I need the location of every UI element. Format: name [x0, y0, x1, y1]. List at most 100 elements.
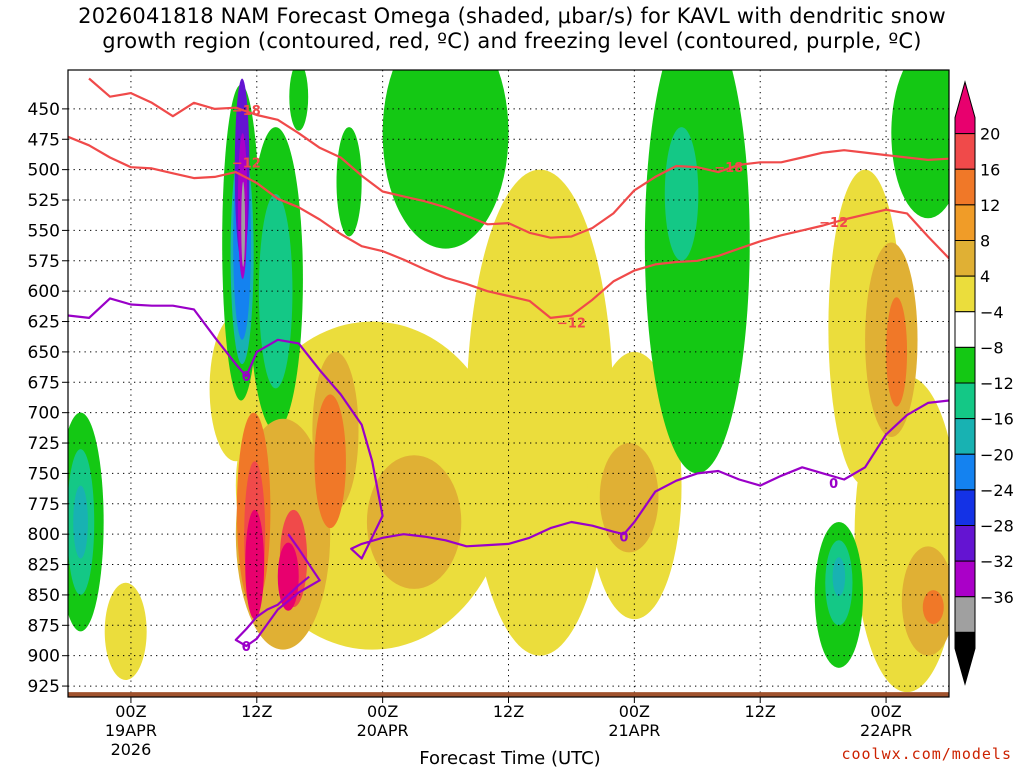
colorbar-swatch-12 — [954, 525, 976, 562]
omega-region-pos10-3 — [599, 443, 659, 553]
terrain-strip — [68, 692, 949, 697]
title-line-2: growth region (contoured, red, ºC) and f… — [102, 29, 922, 53]
omega-region-pos10-2 — [366, 455, 462, 589]
omega-region-neg14-2 — [832, 557, 846, 597]
y-tick-label-625: 625 — [28, 313, 60, 333]
colorbar-label-6: −8 — [980, 338, 1004, 357]
title-line-1: 2026041818 NAM Forecast Omega (shaded, μ… — [78, 4, 946, 28]
y-tick-label-775: 775 — [28, 495, 60, 515]
colorbar-swatch-4 — [954, 240, 976, 277]
x-tick-label-18: 12Z — [241, 702, 272, 721]
y-tick-label-575: 575 — [28, 252, 60, 272]
y-tick-label-900: 900 — [28, 647, 60, 667]
contour-label-2: 0 — [242, 370, 251, 385]
colorbar-top-arrow — [954, 80, 976, 135]
y-tick-label-850: 850 — [28, 586, 60, 606]
y-tick-label-750: 750 — [28, 464, 60, 484]
colorbar-swatch-11 — [954, 489, 976, 526]
colorbar-swatch-5 — [954, 275, 976, 313]
omega-colorbar: 20 16 12 8 4 −4 −8 −12 −16 −20 −24 −28 −32 −36 — [954, 80, 1014, 686]
omega-region-pos14-1 — [314, 394, 346, 529]
x-tick-date-6: 19APR — [105, 721, 157, 740]
x-tick-label-6: 00Z — [115, 702, 146, 721]
y-tick-label-550: 550 — [28, 221, 60, 241]
pressure-axis: 450 475 500 525 550 575 600 625 650 675 700 725 750 7… — [28, 100, 68, 697]
omega-region-pos22-1 — [277, 542, 299, 611]
contour-line-3 — [234, 533, 321, 648]
y-tick-label-450: 450 — [28, 100, 60, 120]
y-tick-label-650: 650 — [28, 343, 60, 363]
colorbar-label-7: −12 — [980, 374, 1014, 393]
omega-region-neg10-1 — [258, 193, 293, 389]
colorbar-bottom-arrow — [954, 631, 976, 686]
omega-region-neg34-0 — [241, 181, 246, 267]
omega-region-neg14-0 — [73, 485, 88, 559]
colorbar-swatch-7 — [954, 346, 976, 384]
x-tick-date-54: 21APR — [608, 721, 660, 740]
colorbar-swatch-3 — [954, 204, 976, 241]
colorbar-swatch-10 — [954, 453, 976, 491]
colorbar-swatch-8 — [954, 382, 976, 420]
y-tick-label-825: 825 — [28, 556, 60, 576]
omega-region-pos6-0 — [104, 582, 147, 680]
contour-line-2 — [68, 297, 949, 560]
omega-region-pos14-3 — [922, 590, 944, 625]
colorbar-swatch-6 — [954, 311, 976, 348]
x-tick-label-54: 00Z — [619, 702, 650, 721]
colorbar-label-5: −4 — [980, 303, 1004, 322]
grid-lines — [68, 70, 949, 697]
y-tick-label-875: 875 — [28, 616, 60, 636]
y-tick-label-675: 675 — [28, 373, 60, 393]
x-axis-title: Forecast Time (UTC) — [419, 748, 601, 769]
y-tick-label-500: 500 — [28, 161, 60, 181]
omega-region-pos22-0 — [245, 509, 265, 620]
y-tick-label-725: 725 — [28, 434, 60, 454]
omega-region-neg6-4 — [336, 127, 362, 237]
colorbar-swatch-1 — [954, 133, 976, 170]
colorbar-label-12: −32 — [980, 552, 1014, 571]
y-tick-label-800: 800 — [28, 525, 60, 545]
x-tick-label-30: 00Z — [367, 702, 398, 721]
contour-line-0 — [88, 77, 949, 239]
x-tick-label-42: 12Z — [493, 702, 524, 721]
contour-label-6: −12 — [819, 216, 848, 231]
colorbar-label-4: 4 — [980, 267, 990, 286]
colorbar-label-11: −28 — [980, 517, 1014, 536]
x-tick-date-30: 20APR — [357, 721, 409, 740]
x-tick-label-78: 00Z — [870, 702, 901, 721]
y-tick-label-700: 700 — [28, 404, 60, 424]
colorbar-swatch-13 — [954, 560, 976, 598]
terrain-fill — [68, 692, 949, 697]
x-tick-date-78: 22APR — [860, 721, 912, 740]
y-tick-label-925: 925 — [28, 677, 60, 697]
omega-region-pos14-2 — [886, 297, 908, 407]
colorbar-label-10: −24 — [980, 481, 1014, 500]
colorbar-swatch-2 — [954, 168, 976, 206]
contour-label-8: 0 — [829, 477, 838, 492]
temperature-contours: −18 −12 0 0 −12 −18 −12 0 0 — [68, 77, 949, 655]
colorbar-label-8: −16 — [980, 410, 1014, 429]
colorbar-label-2: 12 — [980, 196, 1000, 215]
omega-region-neg6-7 — [891, 70, 949, 219]
chart-title: 2026041818 NAM Forecast Omega (shaded, μ… — [0, 4, 1024, 54]
omega-region-neg6-5 — [382, 70, 509, 249]
colorbar-label-0: 20 — [980, 125, 1000, 144]
y-tick-label-475: 475 — [28, 130, 60, 150]
credit-text[interactable]: coolwx.com/models — [841, 745, 1012, 763]
contour-line-1 — [68, 135, 949, 319]
colorbar-label-13: −36 — [980, 588, 1014, 607]
omega-shading — [68, 70, 949, 693]
contour-label-5: −18 — [714, 161, 743, 176]
omega-region-neg6-6 — [644, 70, 750, 474]
colorbar-label-9: −20 — [980, 445, 1014, 464]
contour-label-7: 0 — [619, 531, 628, 546]
colorbar-label-1: 16 — [980, 160, 1000, 179]
y-tick-label-525: 525 — [28, 191, 60, 211]
omega-region-neg10-2 — [664, 127, 699, 261]
contour-label-4: −12 — [557, 317, 586, 332]
contour-label-0: −18 — [232, 104, 261, 119]
colorbar-label-3: 8 — [980, 232, 990, 251]
colorbar-swatch-9 — [954, 418, 976, 455]
